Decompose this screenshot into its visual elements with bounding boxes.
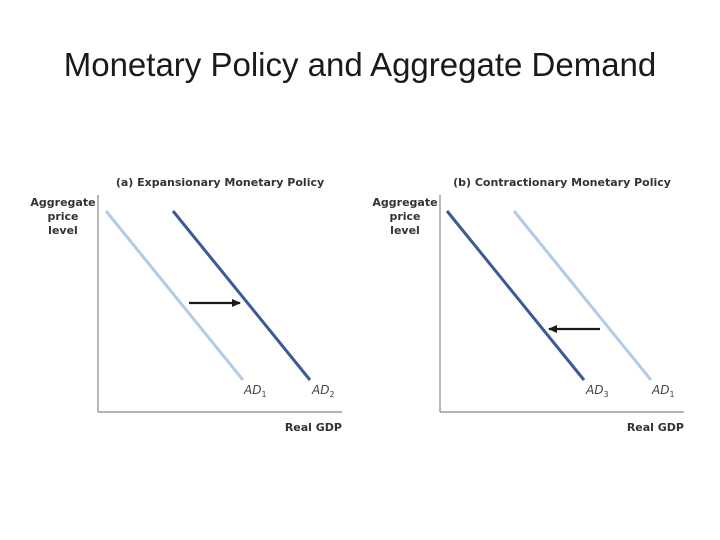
y-axis-label: Aggregate price level	[372, 196, 437, 237]
ad3-label: AD3	[585, 383, 609, 399]
ad1-curve	[512, 210, 653, 381]
svg-text:Aggregate: Aggregate	[30, 196, 95, 209]
ad1-curve	[104, 210, 245, 381]
slide-title: Monetary Policy and Aggregate Demand	[63, 46, 657, 83]
ad1-label: AD1	[651, 383, 675, 399]
ad2-label: AD2	[311, 383, 335, 399]
ad2-curve	[171, 210, 312, 381]
panel-contractionary: (b) Contractionary Monetary Policy Aggre…	[372, 176, 684, 434]
ad1-label: AD1	[243, 383, 267, 399]
x-axis-label: Real GDP	[285, 421, 342, 434]
y-axis-label: Aggregate price level	[30, 196, 95, 237]
panel-expansionary: (a) Expansionary Monetary Policy Aggrega…	[30, 176, 342, 434]
svg-text:Aggregate: Aggregate	[372, 196, 437, 209]
svg-text:level: level	[48, 224, 78, 237]
svg-text:price: price	[389, 210, 420, 223]
ad3-curve	[445, 210, 586, 381]
svg-text:level: level	[390, 224, 420, 237]
panel-title: (a) Expansionary Monetary Policy	[116, 176, 324, 189]
panel-title: (b) Contractionary Monetary Policy	[453, 176, 671, 189]
x-axis-label: Real GDP	[627, 421, 684, 434]
svg-text:price: price	[47, 210, 78, 223]
